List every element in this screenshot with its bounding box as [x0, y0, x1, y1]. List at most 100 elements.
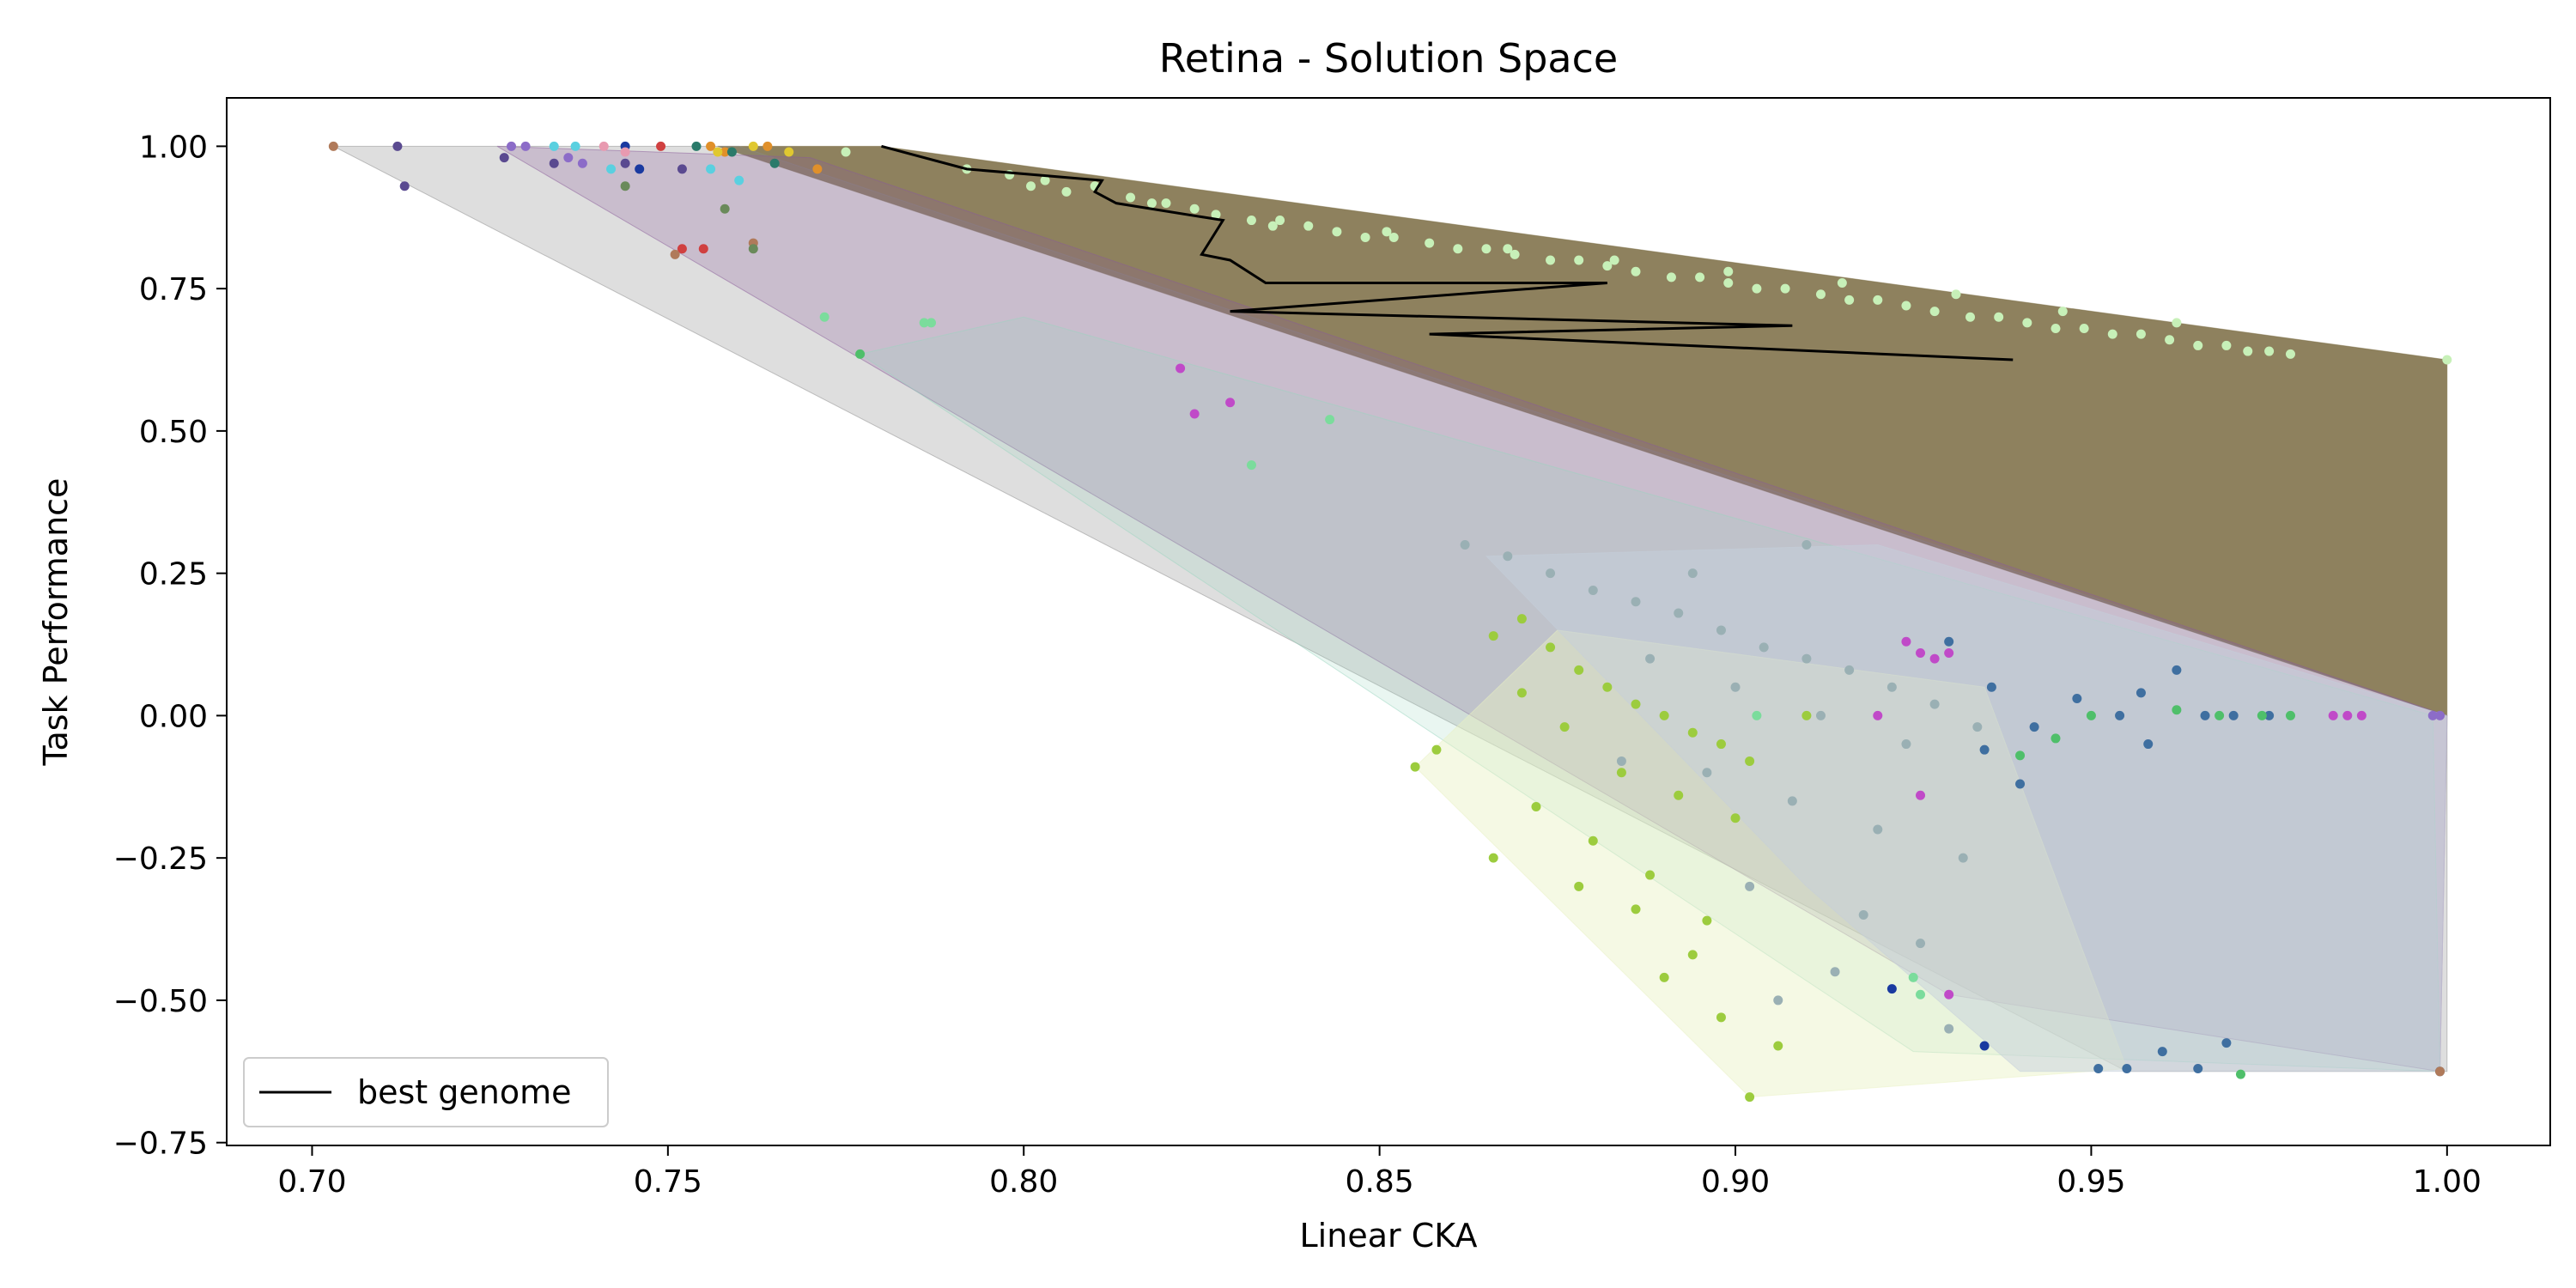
data-point [1916, 989, 1926, 999]
data-point [1986, 682, 1996, 692]
data-point [1730, 682, 1741, 692]
data-point [720, 204, 730, 214]
data-point [1516, 688, 1527, 698]
data-point [1716, 625, 1726, 635]
data-point [1488, 853, 1498, 863]
data-point [2022, 318, 2032, 328]
data-point [1702, 915, 1712, 926]
data-point [2050, 324, 2061, 334]
data-point [2093, 1063, 2104, 1073]
data-point [1481, 244, 1492, 254]
data-point [784, 147, 794, 157]
data-point [549, 141, 559, 151]
y-tick-label: −0.75 [113, 1127, 208, 1162]
data-point [2435, 710, 2445, 720]
data-point [1516, 614, 1527, 624]
x-tick-label: 0.80 [989, 1164, 1058, 1200]
data-point [1246, 460, 1256, 471]
data-point [1674, 790, 1684, 800]
x-tick-label: 1.00 [2413, 1164, 2482, 1200]
data-point [620, 147, 630, 157]
data-point [1745, 756, 1755, 766]
data-point [1730, 813, 1741, 823]
data-point [2165, 335, 2175, 345]
data-point [570, 141, 580, 151]
data-point [1873, 710, 1883, 720]
data-point [656, 141, 666, 151]
data-point [748, 141, 758, 151]
data-point [720, 147, 730, 157]
data-point [1588, 835, 1598, 846]
y-tick-label: 0.75 [139, 272, 208, 307]
data-point [1559, 722, 1570, 732]
data-point [2193, 340, 2203, 350]
data-point [2193, 1063, 2203, 1073]
y-axis-label: Task Performance [37, 478, 75, 767]
x-axis: 0.70 0.75 0.80 0.85 0.90 0.95 1.00 [277, 1145, 2482, 1200]
data-point [2442, 355, 2452, 365]
data-point [1574, 255, 1584, 265]
data-point [1901, 636, 1911, 647]
data-point [2050, 733, 2061, 744]
data-point [1944, 647, 1954, 658]
data-point [549, 158, 559, 168]
data-point [1901, 739, 1911, 750]
data-point [1916, 647, 1926, 658]
data-point [819, 312, 829, 322]
data-point [563, 153, 574, 163]
data-point [2285, 710, 2295, 720]
data-point [1716, 1012, 1726, 1023]
data-point [2356, 710, 2366, 720]
data-point [1645, 653, 1656, 664]
data-point [1659, 972, 1669, 982]
y-tick-label: 0.50 [139, 415, 208, 450]
data-point [1189, 409, 1200, 419]
data-point [1588, 586, 1598, 596]
data-point [1801, 710, 1812, 720]
data-point [841, 147, 851, 157]
data-point [1929, 307, 1940, 317]
data-point [507, 141, 517, 151]
data-point [726, 147, 737, 157]
x-tick-label: 0.75 [634, 1164, 702, 1200]
legend: best genome [243, 1057, 609, 1127]
data-point [1929, 653, 1940, 664]
data-point [2264, 710, 2275, 720]
data-point [1645, 870, 1656, 880]
data-point [520, 141, 531, 151]
data-point [2122, 1063, 2132, 1073]
data-point [1979, 1041, 1990, 1051]
data-point [1815, 710, 1826, 720]
data-point [713, 147, 723, 157]
data-point [1631, 699, 1641, 709]
data-point [1944, 1024, 1954, 1034]
data-point [1360, 232, 1370, 242]
data-point [1951, 289, 1961, 300]
data-point [2342, 710, 2353, 720]
data-point [1388, 232, 1399, 242]
x-axis-label: Linear CKA [1300, 1217, 1478, 1255]
data-point [2257, 710, 2267, 720]
data-point [2136, 329, 2146, 339]
data-point [2086, 710, 2096, 720]
data-point [2235, 1069, 2245, 1079]
data-point [1916, 790, 1926, 800]
x-tick-label: 0.95 [2057, 1164, 2125, 1200]
data-point [2172, 318, 2182, 328]
data-point [1488, 631, 1498, 641]
data-point [762, 141, 773, 151]
data-point [1503, 244, 1513, 254]
data-point [2107, 329, 2117, 339]
data-point [2072, 694, 2082, 704]
data-point [1425, 238, 1435, 248]
data-point [1886, 682, 1897, 692]
data-point [670, 249, 680, 259]
data-point [1723, 277, 1734, 288]
data-point [1723, 266, 1734, 276]
plot-frame [226, 97, 2551, 1146]
data-point [1994, 312, 2004, 322]
data-point [1061, 186, 1072, 197]
data-point [1674, 608, 1684, 618]
data-point [1702, 768, 1712, 778]
data-point [1325, 415, 1335, 425]
